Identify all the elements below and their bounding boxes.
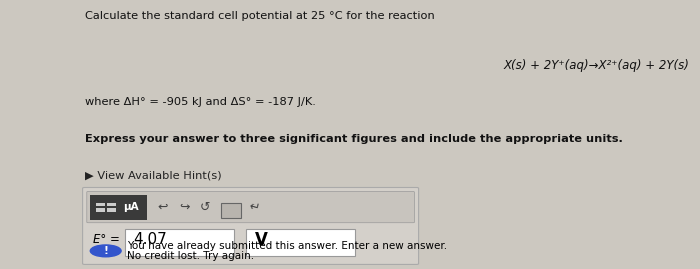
Text: V: V: [255, 231, 267, 249]
FancyBboxPatch shape: [83, 187, 419, 264]
Text: where ΔH° = -905 kJ and ΔS° = -187 J/K.: where ΔH° = -905 kJ and ΔS° = -187 J/K.: [85, 97, 316, 107]
FancyBboxPatch shape: [96, 203, 105, 206]
FancyBboxPatch shape: [125, 229, 234, 256]
FancyBboxPatch shape: [87, 192, 414, 223]
Text: You have already submitted this answer. Enter a new answer.: You have already submitted this answer. …: [127, 241, 447, 251]
Text: !: !: [104, 246, 108, 256]
Text: No credit lost. Try again.: No credit lost. Try again.: [127, 251, 254, 261]
Text: ↺: ↺: [200, 201, 211, 214]
Text: μA: μA: [123, 202, 139, 212]
Text: ↩: ↩: [158, 201, 169, 214]
Text: Express your answer to three significant figures and include the appropriate uni: Express your answer to three significant…: [85, 134, 622, 144]
FancyBboxPatch shape: [107, 208, 116, 212]
Text: ▶ View Available Hint(s): ▶ View Available Hint(s): [85, 171, 221, 181]
Text: 4.07: 4.07: [134, 232, 167, 247]
Text: Calculate the standard cell potential at 25 °C for the reaction: Calculate the standard cell potential at…: [85, 11, 435, 21]
Text: ↵: ↵: [247, 200, 261, 215]
FancyBboxPatch shape: [96, 208, 105, 212]
FancyBboxPatch shape: [107, 203, 116, 206]
Text: X(s) + 2Y⁺(aq)→X²⁺(aq) + 2Y(s): X(s) + 2Y⁺(aq)→X²⁺(aq) + 2Y(s): [503, 59, 690, 72]
Circle shape: [90, 245, 121, 257]
FancyBboxPatch shape: [90, 195, 147, 220]
FancyBboxPatch shape: [221, 203, 241, 218]
Text: ↪: ↪: [179, 201, 189, 214]
FancyBboxPatch shape: [246, 229, 355, 256]
Text: E° =: E° =: [93, 233, 120, 246]
